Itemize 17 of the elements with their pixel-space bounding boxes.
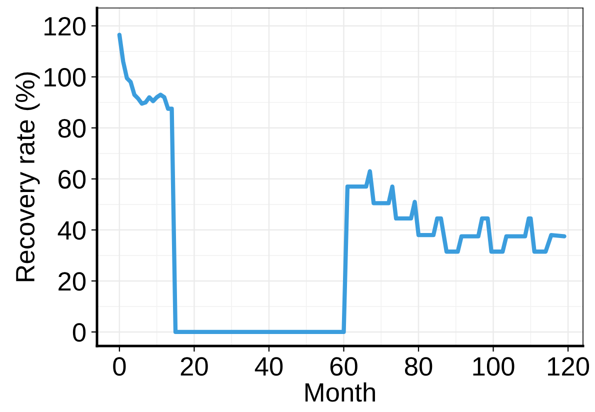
y-tick-label: 0 — [72, 323, 86, 342]
y-tick-label: 80 — [58, 119, 86, 138]
x-tick-label: 20 — [180, 357, 208, 376]
y-tick-label: 120 — [44, 16, 86, 36]
y-tick-label: 100 — [44, 68, 86, 87]
x-tick-label: 120 — [548, 357, 590, 376]
x-tick-label: 60 — [330, 357, 358, 376]
y-tick-label: 40 — [58, 221, 86, 240]
x-tick-label: 100 — [473, 357, 514, 376]
y-tick-label: 60 — [58, 170, 86, 189]
x-axis-title: Month — [305, 382, 375, 402]
x-tick-label: 40 — [254, 357, 283, 376]
line-series — [117, 32, 566, 334]
x-tick-label: 0 — [113, 357, 126, 376]
x-tick-label: 80 — [404, 357, 432, 376]
y-tick-label: 20 — [58, 272, 86, 291]
y-axis-title: Recovery rate (%) — [15, 72, 40, 282]
